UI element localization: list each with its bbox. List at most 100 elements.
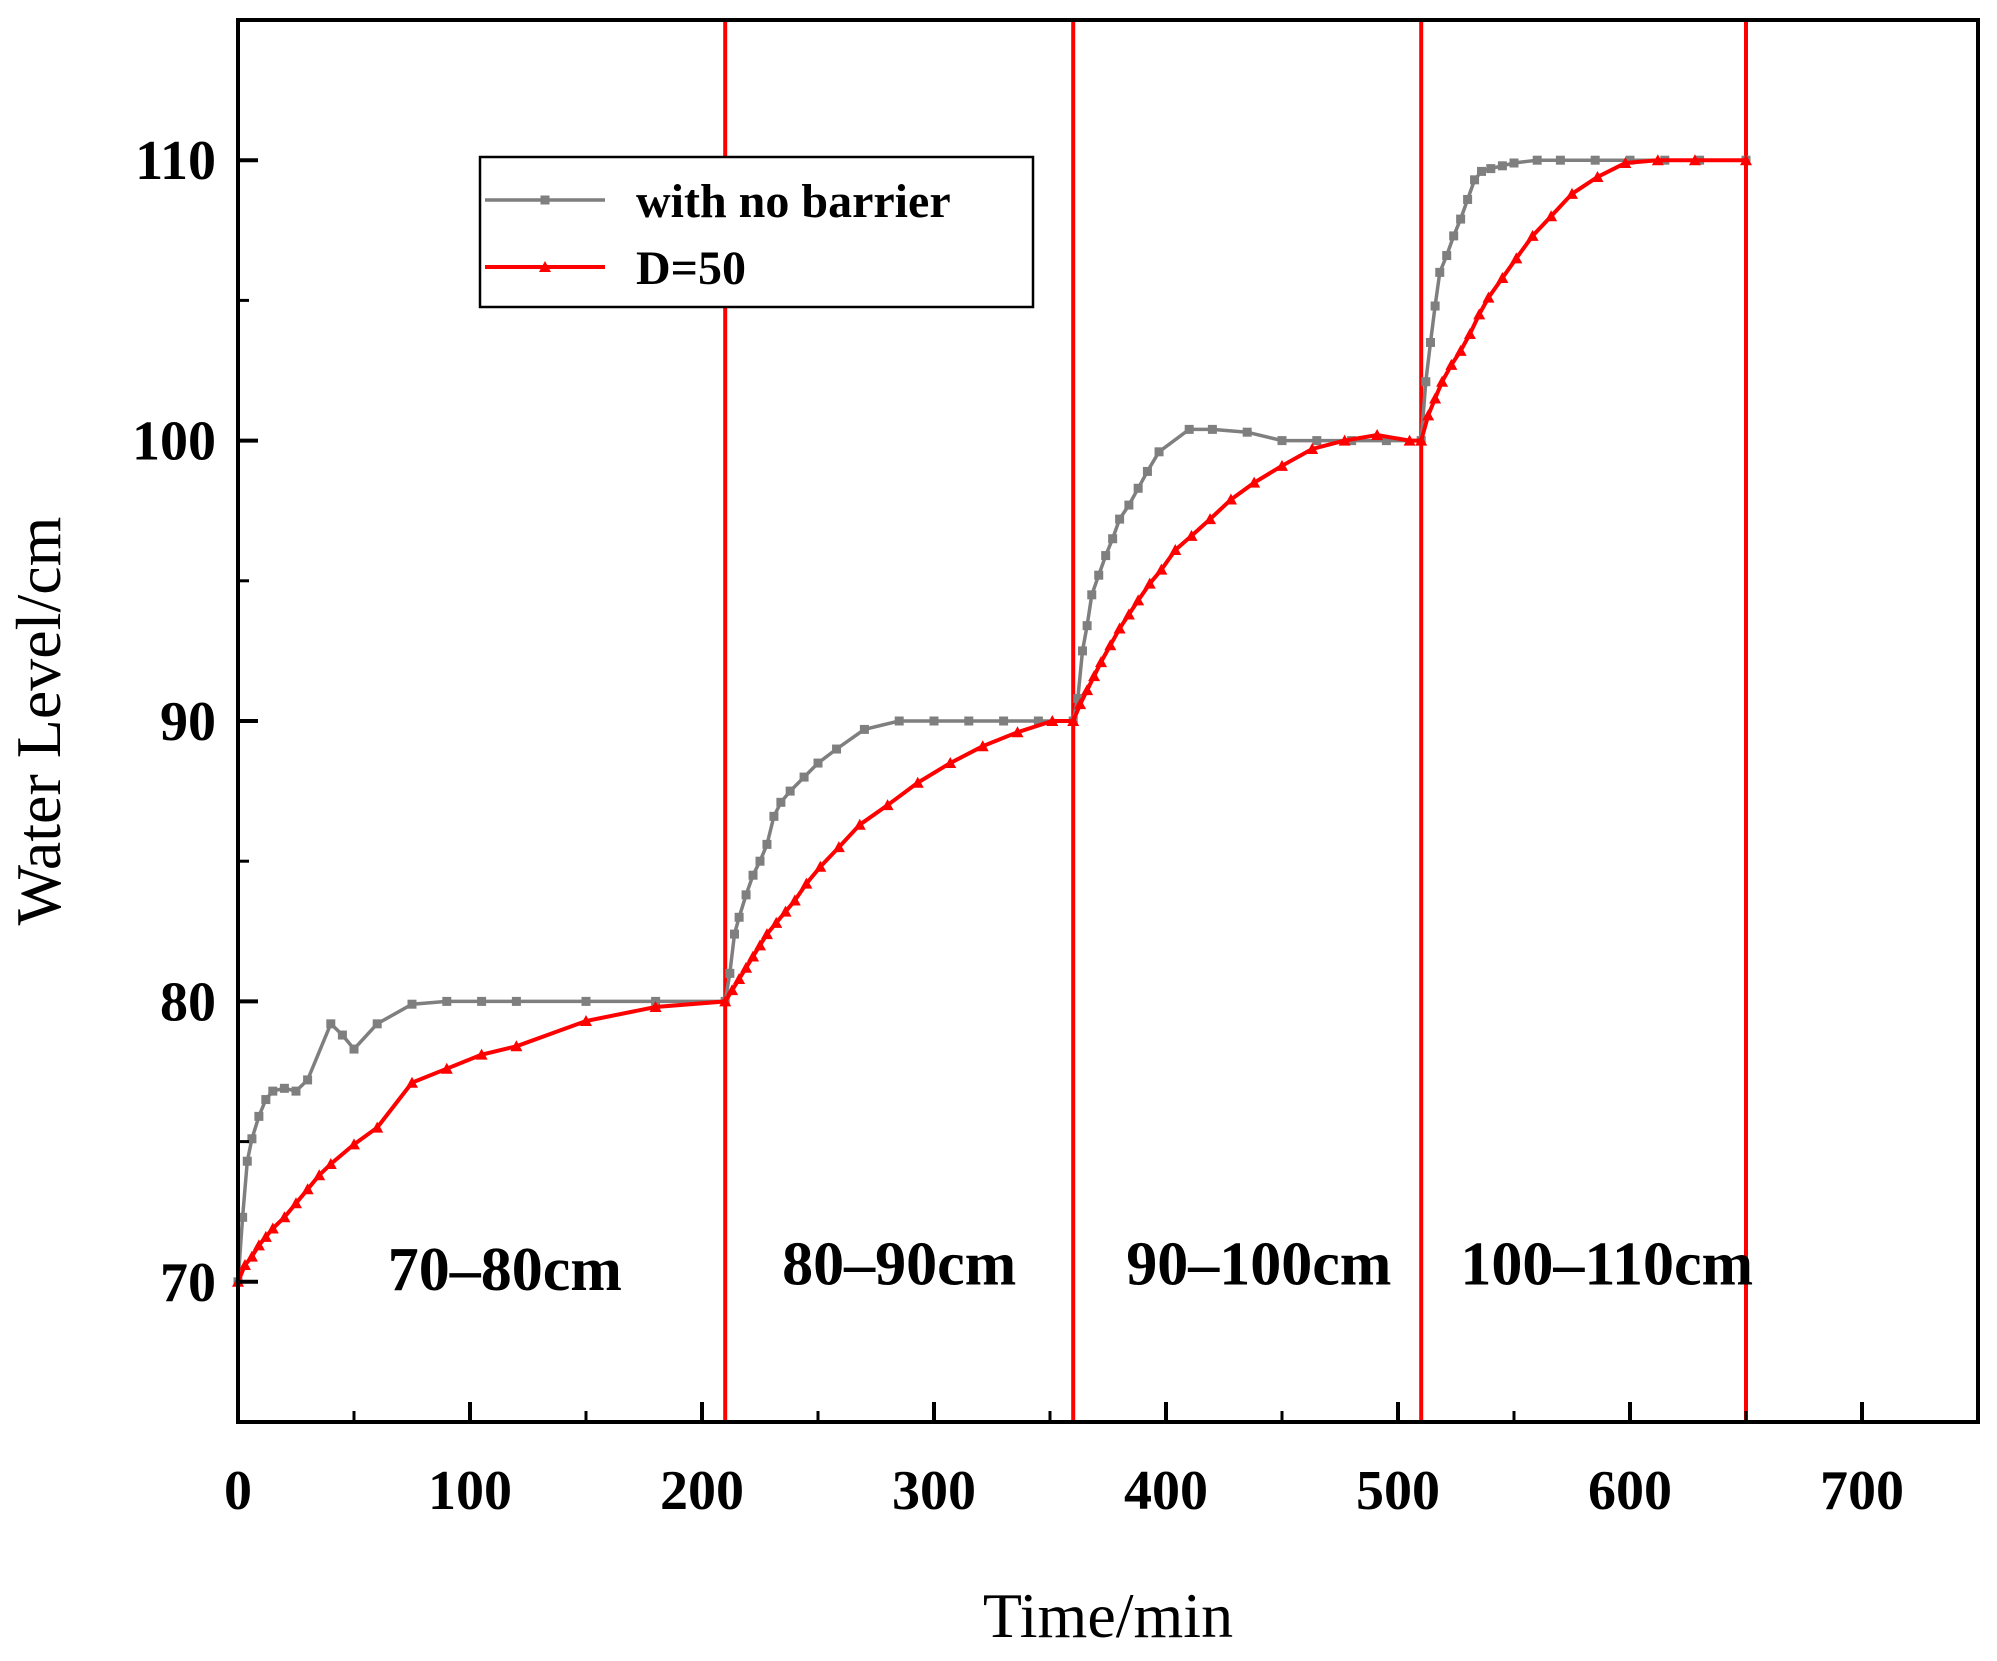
data-point [278,1211,291,1223]
data-point [1155,563,1168,575]
data-point [814,860,827,872]
data-point [313,1169,326,1181]
data-point [853,818,866,830]
data-point [242,1156,252,1166]
data-point [303,1075,313,1085]
region-dividers [723,20,1748,1422]
data-point [1509,158,1519,168]
data-point [1074,698,1087,710]
data-point [1088,670,1101,682]
series-no-barrier [233,155,1751,1287]
data-point [740,961,753,973]
data-point [252,1239,265,1251]
y-axis-title: Water Level/cm [3,517,74,926]
data-point [776,797,786,807]
data-point [1445,358,1458,370]
data-point [1456,214,1466,224]
data-point [324,1158,337,1170]
data-point [1555,155,1565,165]
data-point [1496,271,1509,283]
data-point [1486,164,1496,174]
region-label: 70–80cm [388,1236,622,1304]
legend-label: D=50 [636,242,746,295]
data-point [1073,694,1083,704]
data-point [1371,428,1384,440]
data-point [1482,291,1495,303]
data-point [649,1001,662,1013]
data-point [748,870,758,880]
data-point [733,972,746,984]
data-point [1651,154,1664,166]
data-point [813,758,823,768]
data-point [1463,328,1476,340]
data-point [1510,252,1523,264]
data-point [770,916,783,928]
x-axis-title: Time/min [983,1580,1233,1651]
data-point [1094,570,1104,580]
data-point [800,877,813,889]
data-point [832,744,842,754]
data-point [238,1212,248,1222]
data-point [1204,513,1217,525]
data-point [1122,608,1135,620]
y-tick-label: 90 [160,691,216,753]
data-point [1033,716,1043,726]
data-point [944,757,957,769]
data-point [799,772,809,782]
data-point [1619,157,1632,169]
x-tick-label: 600 [1588,1460,1672,1522]
data-point [832,841,845,853]
data-point [348,1138,360,1150]
legend-marker [540,195,550,205]
data-point [1207,424,1217,434]
data-point [1442,251,1452,261]
data-point [1276,459,1288,471]
data-point [1132,594,1145,606]
x-tick-label: 300 [892,1460,976,1522]
data-point [1590,155,1600,165]
legend-box [478,155,1035,309]
data-point [1185,529,1198,541]
data-point [1101,551,1111,561]
data-point [1421,377,1431,387]
data-point [477,996,487,1006]
data-point [1526,229,1539,241]
x-tick-label: 100 [428,1460,512,1522]
legend-items: with no barrier D=50 [485,175,951,295]
data-point [1532,155,1542,165]
data-point [1248,476,1261,488]
data-point [911,776,924,788]
data-point [279,1083,289,1093]
data-point [760,928,773,940]
data-point [859,724,869,734]
data-point [1477,166,1487,176]
data-point [999,716,1009,726]
series-layer [232,154,1752,1287]
data-point [326,1019,336,1029]
data-point [754,939,766,951]
data-point [1011,726,1024,738]
x-tick-label: 400 [1124,1460,1208,1522]
y-tick-label: 110 [135,130,216,192]
data-point [755,856,765,866]
data-point [1429,392,1442,404]
data-point [1415,434,1428,446]
data-point [1124,500,1134,510]
series-d50 [232,154,1752,1287]
data-point [259,1230,272,1242]
data-point [511,996,521,1006]
data-point [268,1086,278,1096]
data-point [726,984,739,996]
data-point [1095,656,1108,668]
data-point [1133,483,1143,493]
data-point [719,995,732,1007]
data-point [349,1044,359,1054]
region-label: 80–90cm [782,1231,1016,1299]
data-point [291,1086,301,1096]
data-point [1470,175,1480,185]
x-tick-label: 0 [224,1460,252,1522]
x-tick-label: 700 [1820,1460,1904,1522]
y-tick-label: 70 [160,1252,216,1314]
data-point [337,1030,347,1040]
x-tick-label: 500 [1356,1460,1440,1522]
